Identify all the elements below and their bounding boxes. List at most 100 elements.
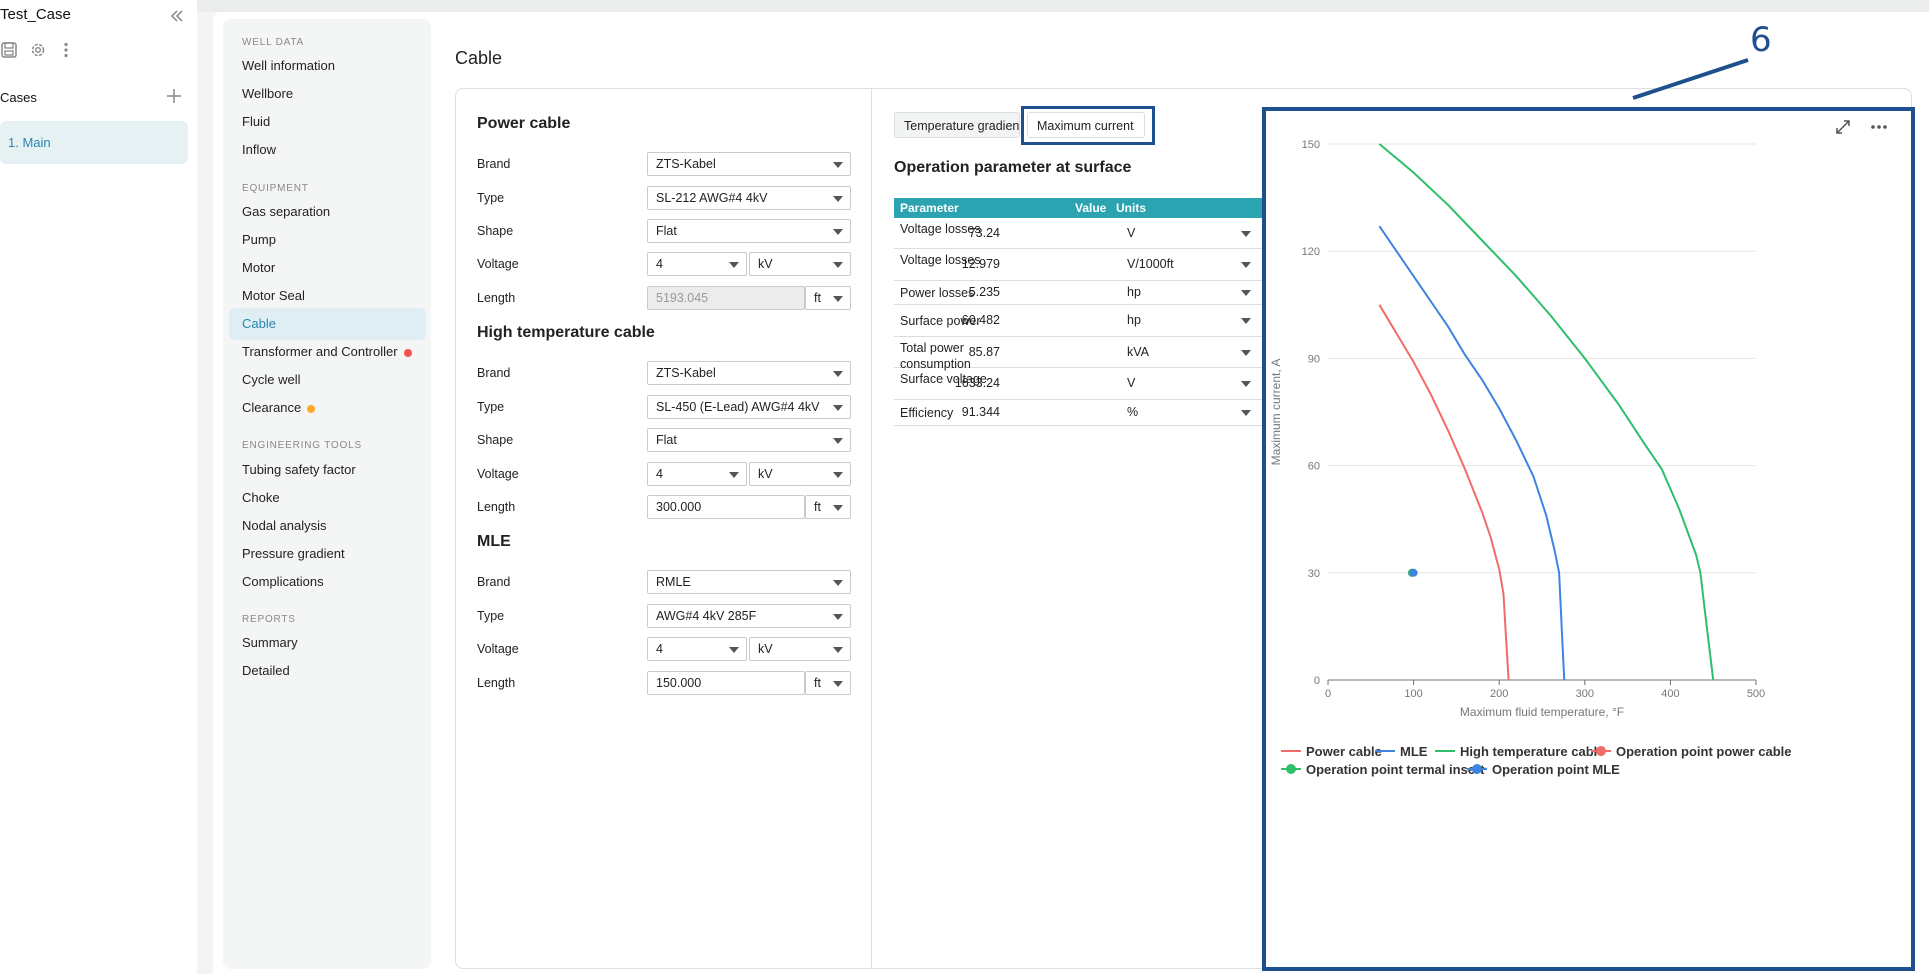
sidebar-item-inflow[interactable]: Inflow — [229, 134, 426, 166]
sidebar-item-label: Wellbore — [242, 86, 294, 101]
chevron-down-icon — [833, 162, 843, 168]
mle-length-unit-select[interactable]: ft — [805, 671, 851, 695]
sidebar-item-detailed[interactable]: Detailed — [229, 655, 426, 687]
power-cable-title: Power cable — [477, 115, 571, 132]
mle-brand-select[interactable]: RMLE — [647, 570, 851, 594]
sidebar-item-wellbore[interactable]: Wellbore — [229, 78, 426, 110]
legend-label: Operation point power cable — [1616, 744, 1792, 759]
sidebar-item-pump[interactable]: Pump — [229, 224, 426, 256]
status-dot-icon — [403, 348, 412, 357]
high-temp-cable-type-label: Type — [477, 400, 505, 414]
unit-dropdown-icon[interactable] — [1241, 262, 1251, 268]
high-temp-cable-voltage-select[interactable]: 4 — [647, 462, 747, 486]
unit-dropdown-icon[interactable] — [1241, 318, 1251, 324]
legend-label: MLE — [1400, 744, 1428, 759]
x-tick-label: 500 — [1747, 688, 1765, 700]
tab-highlight-box — [1021, 106, 1155, 145]
unit-dropdown-icon[interactable] — [1241, 410, 1251, 416]
cell-value: 5.235 — [968, 285, 1000, 299]
cell-parameter: Total power consumption — [900, 341, 971, 371]
sidebar-item-cable[interactable]: Cable — [229, 308, 426, 340]
sidebar-item-clearance[interactable]: Clearance — [229, 392, 426, 424]
legend-item-high-temperature-cable[interactable]: High temperature cable — [1434, 744, 1605, 759]
series-line-high-temperature-cable — [1378, 143, 1715, 681]
unit-dropdown-icon[interactable] — [1241, 290, 1251, 296]
case-item-main[interactable]: 1. Main — [0, 121, 188, 164]
power-cable-voltage-unit-select[interactable]: kV — [749, 252, 851, 276]
legend-label: Operation point MLE — [1492, 762, 1620, 777]
mle-type-select[interactable]: AWG#4 4kV 285F — [647, 604, 851, 628]
sidebar-item-fluid[interactable]: Fluid — [229, 106, 426, 138]
cell-value: 1633.24 — [954, 376, 1000, 390]
table-row: Surface power 60.482 hp — [894, 305, 1262, 337]
sidebar-item-pressure-gradient[interactable]: Pressure gradient — [229, 538, 426, 570]
more-vertical-icon[interactable] — [57, 41, 75, 59]
expand-icon[interactable] — [1834, 118, 1852, 136]
sidebar-item-label: Complications — [242, 574, 324, 589]
sidebar-item-label: Cable — [242, 316, 276, 331]
mle-length-input[interactable]: 150.000 — [647, 671, 805, 695]
high-temp-cable-type-select[interactable]: SL-450 (E-Lead) AWG#4 4kV — [647, 395, 851, 419]
gear-icon[interactable] — [29, 41, 47, 59]
collapse-panel-icon[interactable] — [169, 8, 185, 24]
save-icon[interactable] — [0, 41, 18, 59]
y-axis-title: Maximum current, A — [1269, 359, 1283, 466]
high-temp-cable-length-unit-select[interactable]: ft — [805, 495, 851, 519]
sidebar-item-cycle-well[interactable]: Cycle well — [229, 364, 426, 396]
legend-item-operation-point-mle[interactable]: Operation point MLE — [1466, 762, 1620, 777]
more-horizontal-icon[interactable] — [1869, 118, 1889, 136]
sidebar-item-choke[interactable]: Choke — [229, 482, 426, 514]
sidebar-item-motor[interactable]: Motor — [229, 252, 426, 284]
x-axis-title: Maximum fluid temperature, °F — [1460, 705, 1624, 719]
high-temp-cable-voltage-unit-select[interactable]: kV — [749, 462, 851, 486]
cell-unit: hp — [1127, 313, 1141, 327]
legend-item-operation-point-power-cable[interactable]: Operation point power cable — [1590, 744, 1792, 759]
cell-parameter: Surface voltage — [900, 372, 987, 386]
sidebar-item-nodal-analysis[interactable]: Nodal analysis — [229, 510, 426, 542]
unit-dropdown-icon[interactable] — [1241, 231, 1251, 237]
x-tick-label: 0 — [1325, 688, 1331, 700]
legend-item-power-cable[interactable]: Power cable — [1280, 744, 1382, 759]
y-tick-label: 0 — [1314, 675, 1320, 687]
cell-value: 12.979 — [961, 257, 1000, 271]
header-value: Value — [1075, 201, 1107, 215]
high-temp-cable-shape-select[interactable]: Flat — [647, 428, 851, 452]
legend-swatch-dot — [1286, 764, 1296, 774]
power-cable-shape-select[interactable]: Flat — [647, 219, 851, 243]
sidebar-item-gas-separation[interactable]: Gas separation — [229, 196, 426, 228]
sidebar-item-well-information[interactable]: Well information — [229, 50, 426, 82]
high-temp-cable-brand-select[interactable]: ZTS-Kabel — [647, 361, 851, 385]
legend-swatch-icon — [1591, 746, 1611, 756]
tab-temperature-gradient[interactable]: Temperature gradient — [894, 112, 1020, 138]
unit-dropdown-icon[interactable] — [1241, 381, 1251, 387]
cases-label: Cases — [0, 90, 37, 105]
legend-item-operation-point-termal-insert[interactable]: Operation point termal insert — [1280, 762, 1484, 777]
power-cable-length-field: 5193.045 — [647, 286, 805, 310]
high-temp-cable-length-input[interactable]: 300.000 — [647, 495, 805, 519]
sidebar-item-label: Choke — [242, 490, 280, 505]
sidebar-item-complications[interactable]: Complications — [229, 566, 426, 598]
table-row: Power losses 5.235 hp — [894, 281, 1262, 305]
sidebar-item-motor-seal[interactable]: Motor Seal — [229, 280, 426, 312]
power-cable-brand-select[interactable]: ZTS-Kabel — [647, 152, 851, 176]
chevron-down-icon — [833, 229, 843, 235]
mle-voltage-select[interactable]: 4 — [647, 637, 747, 661]
table-row: Total power consumption 85.87 kVA — [894, 337, 1262, 371]
unit-dropdown-icon[interactable] — [1241, 350, 1251, 356]
legend-swatch-icon — [1375, 750, 1395, 752]
power-cable-voltage-select[interactable]: 4 — [647, 252, 747, 276]
chevron-down-icon — [833, 614, 843, 620]
sidebar-item-summary[interactable]: Summary — [229, 627, 426, 659]
plus-icon[interactable] — [166, 88, 182, 104]
power-cable-type-select[interactable]: SL-212 AWG#4 4kV — [647, 186, 851, 210]
mle-brand-label: Brand — [477, 575, 511, 589]
sidebar-item-label: Gas separation — [242, 204, 331, 219]
tab-maximum-current[interactable]: Maximum current — [1027, 112, 1145, 138]
sidebar-item-tubing-safety-factor[interactable]: Tubing safety factor — [229, 454, 426, 486]
power-cable-length-unit-select[interactable]: ft — [805, 286, 851, 310]
sidebar-item-label: Motor — [242, 260, 276, 275]
mle-voltage-unit-select[interactable]: kV — [749, 637, 851, 661]
legend-item-mle[interactable]: MLE — [1374, 744, 1427, 759]
sidebar-item-label: Clearance — [242, 400, 302, 415]
sidebar-item-transformer-and-controller[interactable]: Transformer and Controller — [229, 336, 426, 368]
